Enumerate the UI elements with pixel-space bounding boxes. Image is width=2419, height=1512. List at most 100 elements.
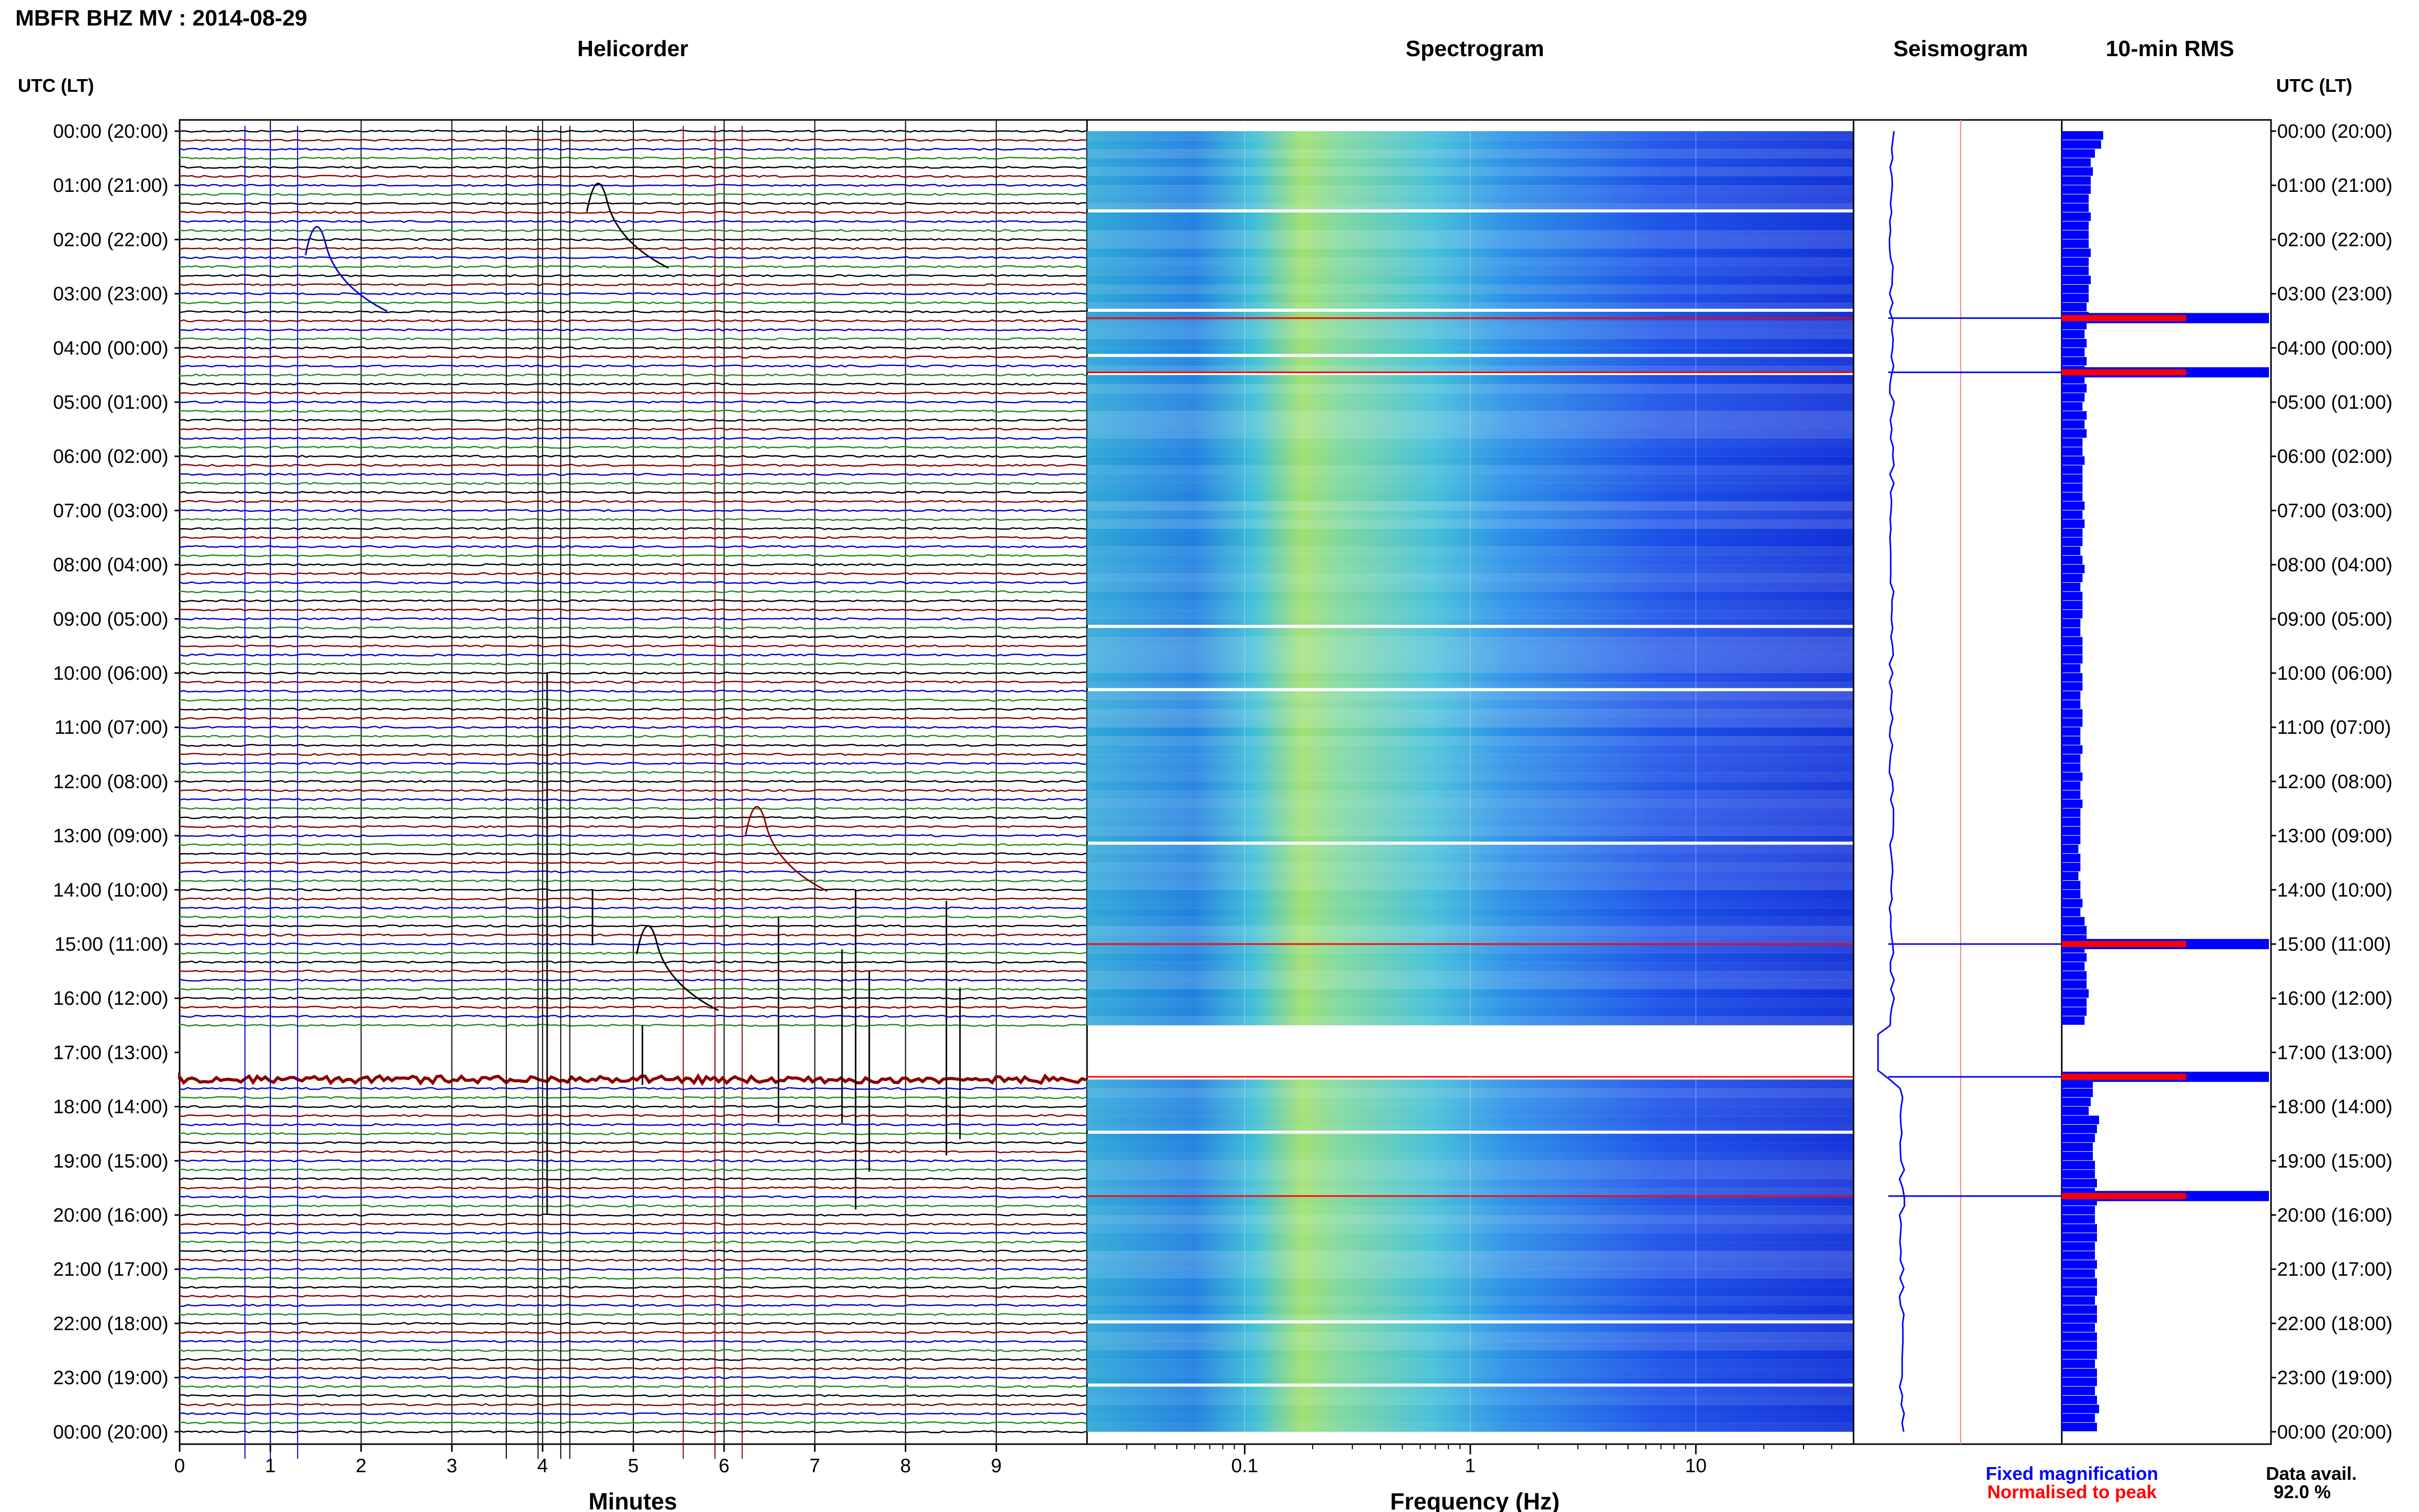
time-label: 03:00 (23:00) bbox=[2277, 284, 2392, 305]
rms-bar bbox=[2062, 1215, 2095, 1224]
helicorder-xtick-label: 8 bbox=[900, 1455, 911, 1477]
rms-bar bbox=[2062, 736, 2081, 745]
helicorder-trace bbox=[179, 202, 1087, 205]
x-axes: 0 1 2 3 4 5 6 7 8 9 0.1 1 10 bbox=[174, 1444, 1833, 1477]
time-label: 14:00 (10:00) bbox=[53, 880, 168, 901]
helicorder-trace bbox=[179, 536, 1087, 539]
time-label: 00:00 (20:00) bbox=[2277, 1422, 2392, 1443]
helicorder-xtick-label: 7 bbox=[809, 1455, 820, 1477]
time-label: 17:00 (13:00) bbox=[2277, 1042, 2392, 1063]
rms-bar bbox=[2062, 492, 2083, 501]
helicorder-trace bbox=[179, 1430, 1087, 1433]
rms-bar bbox=[2062, 845, 2079, 853]
helicorder-trace bbox=[179, 798, 1087, 801]
rms-bar bbox=[2062, 230, 2089, 239]
rms-bar bbox=[2062, 872, 2079, 881]
rms-peak-normalised bbox=[2062, 1193, 2186, 1199]
rms-bar bbox=[2062, 276, 2091, 284]
helicorder-xtick-label: 3 bbox=[447, 1455, 457, 1477]
helicorder-trace bbox=[179, 301, 1087, 305]
time-label: 22:00 (18:00) bbox=[53, 1313, 168, 1334]
helicorder-trace bbox=[179, 482, 1087, 485]
rms-bar bbox=[2062, 167, 2093, 176]
time-label: 05:00 (01:00) bbox=[2277, 392, 2392, 413]
time-label: 11:00 (07:00) bbox=[2277, 717, 2391, 738]
time-label: 13:00 (09:00) bbox=[2277, 826, 2392, 847]
time-label: 21:00 (17:00) bbox=[2277, 1259, 2392, 1280]
helicorder-trace bbox=[179, 789, 1087, 792]
helicorder-trace bbox=[179, 1024, 1087, 1027]
rms-bar bbox=[2062, 781, 2081, 790]
time-label: 17:00 (13:00) bbox=[53, 1042, 168, 1063]
helicorder-trace bbox=[179, 490, 1087, 494]
rms-bar bbox=[2062, 763, 2081, 772]
rms-bar bbox=[2062, 330, 2085, 339]
helicorder-trace bbox=[179, 337, 1087, 341]
helicorder-trace bbox=[178, 1072, 1087, 1086]
helicorder-trace bbox=[179, 265, 1087, 268]
helicorder-trace bbox=[179, 825, 1087, 828]
seismogram-trace bbox=[1877, 131, 1906, 1432]
helicorder-trace bbox=[179, 391, 1087, 395]
rms-bar bbox=[2062, 1423, 2097, 1431]
helicorder-trace bbox=[179, 726, 1087, 729]
helicorder-trace bbox=[179, 1421, 1087, 1425]
rms-bar bbox=[2062, 528, 2083, 537]
spectrogram-xtick-label: 10 bbox=[1685, 1455, 1707, 1477]
rms-bar bbox=[2062, 348, 2085, 357]
helicorder-trace bbox=[179, 1258, 1087, 1262]
time-label: 20:00 (16:00) bbox=[53, 1205, 168, 1226]
rms-bar bbox=[2062, 916, 2085, 926]
helicorder-trace bbox=[179, 1394, 1087, 1398]
rms-peak-normalised bbox=[2062, 1074, 2186, 1080]
helicorder-trace bbox=[179, 554, 1087, 557]
helicorder-xtick-label: 9 bbox=[991, 1455, 1002, 1477]
rms-bar bbox=[2062, 673, 2083, 682]
seismogram-panel bbox=[1853, 119, 2063, 1445]
helicorder-trace bbox=[179, 1303, 1087, 1307]
rms-bar bbox=[2062, 718, 2083, 727]
rms-bar bbox=[2062, 889, 2081, 899]
rms-bar bbox=[2062, 1386, 2095, 1395]
rms-bar bbox=[2062, 158, 2091, 167]
helicorder-trace bbox=[179, 1204, 1087, 1208]
rms-bar bbox=[2062, 826, 2081, 835]
helicorder-trace bbox=[179, 870, 1087, 874]
rms-bar bbox=[2062, 447, 2083, 456]
rms-bar bbox=[2062, 808, 2081, 817]
rms-bar bbox=[2062, 1323, 2095, 1332]
helicorder-trace bbox=[179, 463, 1087, 467]
helicorder-trace bbox=[179, 1168, 1087, 1172]
helicorder-trace bbox=[179, 1150, 1087, 1154]
rms-bar bbox=[2062, 1233, 2097, 1242]
rms-bar bbox=[2062, 402, 2083, 411]
rms-bar bbox=[2062, 357, 2087, 366]
helicorder-trace bbox=[179, 924, 1087, 928]
rms-bar bbox=[2062, 1287, 2097, 1296]
helicorder-trace bbox=[179, 689, 1087, 693]
helicorder-xtick-label: 0 bbox=[174, 1455, 185, 1477]
helicorder-trace bbox=[179, 192, 1087, 196]
helicorder-trace bbox=[179, 373, 1087, 377]
helicorder-trace bbox=[179, 319, 1087, 323]
helicorder-trace bbox=[179, 545, 1087, 549]
helicorder-trace bbox=[179, 355, 1087, 359]
rms-bar bbox=[2062, 420, 2085, 429]
helicorder-trace bbox=[179, 1005, 1087, 1009]
rms-bar bbox=[2062, 1377, 2097, 1386]
helicorder-trace bbox=[179, 915, 1087, 919]
helicorder-trace bbox=[179, 1331, 1087, 1334]
rms-bar bbox=[2062, 908, 2081, 916]
helicorder-trace bbox=[179, 1385, 1087, 1389]
rms-bar bbox=[2062, 501, 2085, 510]
rms-bar bbox=[2062, 519, 2085, 528]
helicorder-trace bbox=[179, 1376, 1087, 1379]
rms-bar bbox=[2062, 1260, 2097, 1269]
time-label: 15:00 (11:00) bbox=[2277, 934, 2391, 955]
time-label: 06:00 (02:00) bbox=[2277, 446, 2392, 467]
rms-bar bbox=[2062, 465, 2083, 474]
helicorder-trace bbox=[179, 1177, 1087, 1181]
time-label: 02:00 (22:00) bbox=[2277, 229, 2392, 251]
rms-bar bbox=[2062, 185, 2091, 194]
